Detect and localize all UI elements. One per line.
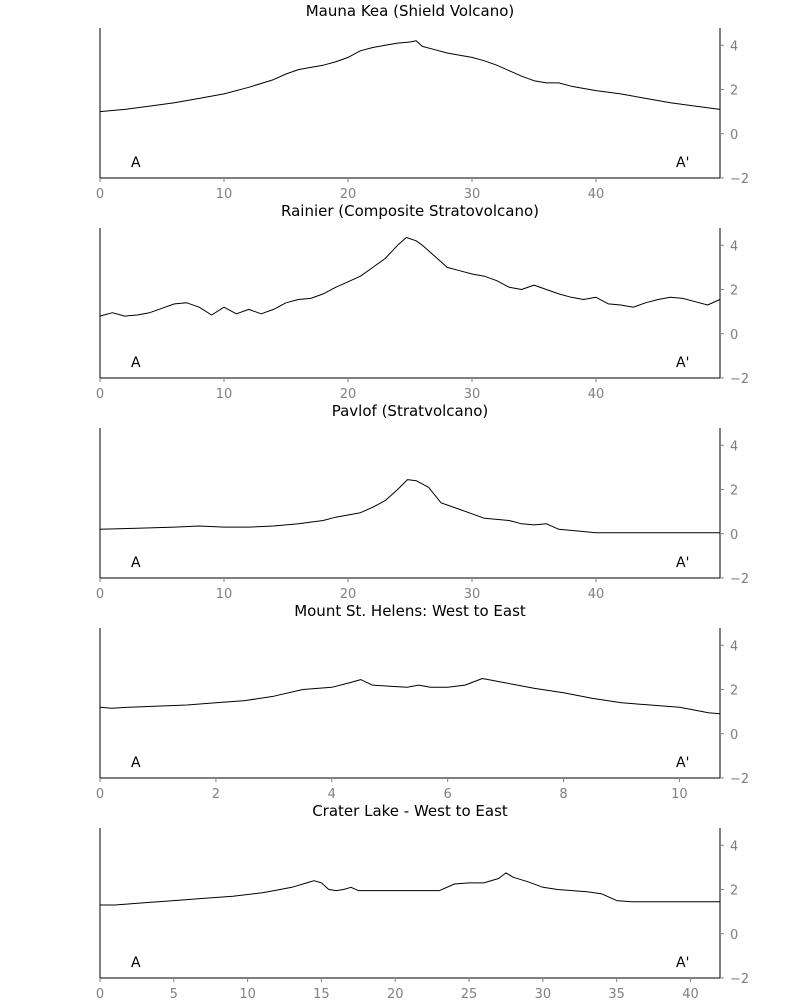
- x-tick-label: 10: [671, 787, 688, 802]
- elevation-profile-line: [100, 872, 720, 906]
- chart-title: Rainier (Composite Stratovolcano): [281, 202, 539, 220]
- elevation-profile-line: [99, 40, 721, 113]
- x-tick-label: 5: [170, 987, 178, 1000]
- x-tick-label: 8: [559, 787, 567, 802]
- chart-title: Pavlof (Stratvolcano): [332, 402, 489, 420]
- y-tick-label: 2: [730, 684, 738, 699]
- y-tick-label: 0: [730, 128, 738, 143]
- x-tick-label: 10: [216, 387, 233, 402]
- x-tick-label: 20: [387, 987, 404, 1000]
- chart-title: Mauna Kea (Shield Volcano): [306, 2, 515, 20]
- x-tick-label: 4: [328, 787, 336, 802]
- section-start-label: A: [131, 555, 141, 571]
- x-tick-label: 30: [535, 987, 552, 1000]
- x-tick-label: 40: [588, 187, 605, 202]
- section-end-label: A': [676, 155, 689, 171]
- x-tick-label: 2: [212, 787, 220, 802]
- x-tick-label: 0: [96, 787, 104, 802]
- y-tick-label: 0: [730, 728, 738, 743]
- x-tick-label: 0: [96, 987, 104, 1000]
- x-tick-label: 30: [464, 187, 481, 202]
- x-tick-label: 20: [340, 587, 357, 602]
- chart-title: Crater Lake - West to East: [312, 802, 508, 820]
- x-tick-label: 0: [96, 387, 104, 402]
- y-tick-label: 0: [730, 528, 738, 543]
- y-tick-label: 2: [730, 284, 738, 299]
- x-tick-label: 15: [313, 987, 330, 1000]
- chart-panel-2: Rainier (Composite Stratovolcano)0 10 20 30…: [96, 202, 749, 402]
- y-tick-label: 4: [730, 439, 738, 454]
- y-tick-label: −2: [730, 172, 749, 187]
- x-tick-label: 35: [608, 987, 625, 1000]
- x-tick-label: 30: [464, 387, 481, 402]
- section-end-label: A': [676, 555, 689, 571]
- section-end-label: A': [676, 755, 689, 771]
- x-tick-label: 40: [588, 387, 605, 402]
- y-tick-label: 4: [730, 639, 738, 654]
- x-tick-label: 6: [444, 787, 452, 802]
- x-tick-label: 40: [588, 587, 605, 602]
- y-tick-label: 0: [730, 928, 738, 943]
- x-tick-label: 20: [340, 187, 357, 202]
- y-tick-label: −2: [730, 972, 749, 987]
- x-tick-label: 30: [464, 587, 481, 602]
- section-start-label: A: [131, 155, 141, 171]
- chart-panel-3: Pavlof (Stratvolcano) 0 10 20 30 40 −2 0 2 4 A A': [96, 402, 749, 602]
- y-tick-label: 0: [730, 328, 738, 343]
- elevation-profile-line: [99, 678, 721, 715]
- x-tick-label: 10: [239, 987, 256, 1000]
- y-tick-label: −2: [730, 772, 749, 787]
- y-tick-label: 2: [730, 484, 738, 499]
- y-tick-label: 4: [730, 239, 738, 254]
- y-tick-label: 2: [730, 84, 738, 99]
- y-tick-label: 4: [730, 39, 738, 54]
- x-tick-label: 10: [216, 187, 233, 202]
- x-tick-label: 0: [96, 187, 104, 202]
- x-tick-label: 25: [461, 987, 478, 1000]
- x-tick-label: 40: [682, 987, 699, 1000]
- elevation-profile-line: [99, 479, 720, 534]
- chart-panel-1: Mauna Kea (Shield Volcano) 0 10 20 30 40 −2 0 2 4…: [96, 2, 749, 202]
- section-end-label: A': [676, 355, 689, 371]
- chart-panel-4: Mount St. Helens: West to East 0 2 4 6 8 10 −2 0…: [96, 602, 749, 802]
- elevation-profile-line: [99, 237, 721, 317]
- y-tick-label: −2: [730, 372, 749, 387]
- y-tick-label: 4: [730, 839, 738, 854]
- x-tick-label: 20: [340, 387, 357, 402]
- section-start-label: A: [131, 955, 141, 971]
- y-tick-label: −2: [730, 572, 749, 587]
- section-end-label: A': [676, 955, 689, 971]
- y-tick-label: 2: [730, 884, 738, 899]
- x-tick-label: 10: [216, 587, 233, 602]
- section-start-label: A: [131, 755, 141, 771]
- chart-title: Mount St. Helens: West to East: [294, 602, 526, 620]
- x-tick-label: 0: [96, 587, 104, 602]
- section-start-label: A: [131, 355, 141, 371]
